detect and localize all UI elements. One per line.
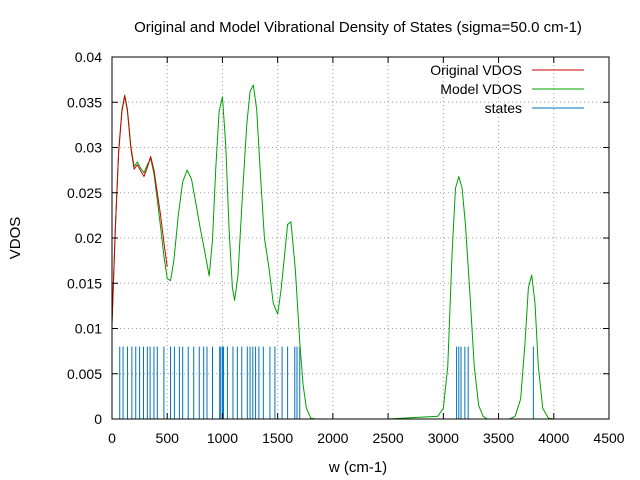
states-series <box>119 346 534 419</box>
y-tick-label: 0.005 <box>67 366 102 382</box>
x-tick-label: 1500 <box>262 430 293 446</box>
x-tick-labels: 0 500 1000 1500 2000 2500 3000 3500 4000 4500 <box>108 430 625 446</box>
y-tick-label: 0.035 <box>67 94 102 110</box>
x-tick-label: 1000 <box>207 430 238 446</box>
y-tick-label: 0 <box>94 411 102 427</box>
y-tick-label: 0.025 <box>67 185 102 201</box>
y-tick-label: 0.02 <box>75 230 102 246</box>
y-tick-label: 0.01 <box>75 321 102 337</box>
y-tick-label: 0.03 <box>75 140 102 156</box>
x-tick-label: 0 <box>108 430 116 446</box>
x-tick-label: 2000 <box>317 430 348 446</box>
y-tick-label: 0.04 <box>75 49 102 65</box>
legend-label: Model VDOS <box>440 81 522 97</box>
x-tick-label: 4500 <box>593 430 624 446</box>
legend-label: states <box>485 100 522 116</box>
vdos-series <box>111 84 609 420</box>
x-tick-label: 500 <box>156 430 180 446</box>
x-tick-label: 3500 <box>483 430 514 446</box>
original-vdos-line <box>111 95 168 324</box>
legend: Original VDOS Model VDOS states <box>430 62 584 116</box>
chart-title: Original and Model Vibrational Density o… <box>134 19 582 36</box>
y-tick-labels: 0 0.005 0.01 0.015 0.02 0.025 0.03 0.035 0.04 <box>67 49 102 427</box>
x-axis-label: w (cm-1) <box>328 459 387 476</box>
grid-lines <box>112 57 609 419</box>
x-tick-label: 3000 <box>428 430 459 446</box>
x-tick-label: 2500 <box>373 430 404 446</box>
y-axis-label: VDOS <box>7 217 24 260</box>
y-tick-label: 0.015 <box>67 275 102 291</box>
model-vdos-line <box>111 84 609 420</box>
axis-ticks <box>111 56 610 420</box>
x-tick-label: 4000 <box>538 430 569 446</box>
legend-label: Original VDOS <box>430 62 522 78</box>
